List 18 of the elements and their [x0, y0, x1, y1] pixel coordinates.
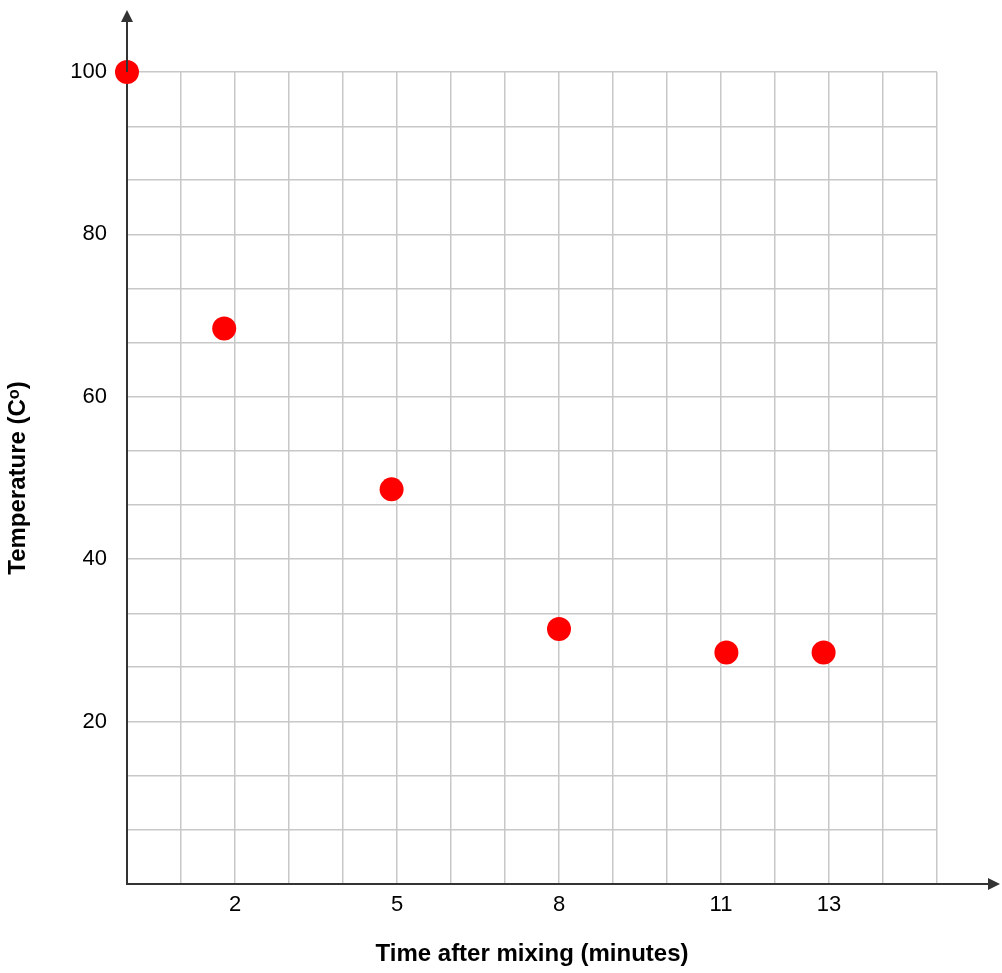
x-tick-label: 11 [709, 891, 733, 917]
x-tick-label: 8 [552, 891, 566, 917]
y-axis-title: Temperature (Cᵒ) [3, 381, 31, 575]
point [379, 477, 404, 502]
point [212, 316, 237, 341]
point [547, 617, 571, 642]
x-tick-label: 2 [228, 891, 242, 917]
x-tick-label: 5 [390, 891, 404, 917]
y-tick-label: 100 [70, 58, 107, 84]
x-axis-title: Time after mixing (minutes) [375, 939, 689, 967]
y-tick-label: 80 [82, 220, 107, 246]
point [714, 640, 739, 665]
y-tick-label: 20 [82, 707, 107, 733]
point [811, 640, 836, 665]
point [115, 60, 139, 84]
y-tick-label: 40 [82, 545, 107, 571]
y-tick-label: 60 [82, 382, 107, 408]
x-tick-label: 13 [816, 891, 842, 917]
